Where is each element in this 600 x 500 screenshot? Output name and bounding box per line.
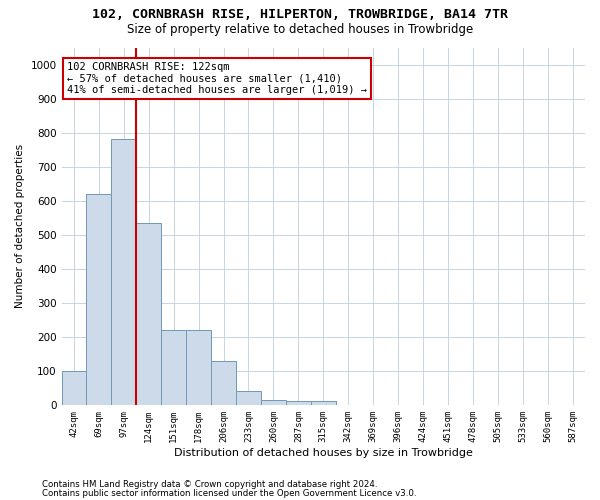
Bar <box>136 223 161 405</box>
Text: 102 CORNBRASH RISE: 122sqm
← 57% of detached houses are smaller (1,410)
41% of s: 102 CORNBRASH RISE: 122sqm ← 57% of deta… <box>67 62 367 95</box>
Bar <box>286 402 311 405</box>
Bar <box>261 400 286 405</box>
Bar <box>112 140 136 405</box>
Bar <box>62 371 86 405</box>
Text: 102, CORNBRASH RISE, HILPERTON, TROWBRIDGE, BA14 7TR: 102, CORNBRASH RISE, HILPERTON, TROWBRID… <box>92 8 508 20</box>
Bar <box>186 330 211 405</box>
Bar <box>236 391 261 405</box>
Text: Size of property relative to detached houses in Trowbridge: Size of property relative to detached ho… <box>127 22 473 36</box>
Bar <box>161 330 186 405</box>
X-axis label: Distribution of detached houses by size in Trowbridge: Distribution of detached houses by size … <box>174 448 473 458</box>
Text: Contains HM Land Registry data © Crown copyright and database right 2024.: Contains HM Land Registry data © Crown c… <box>42 480 377 489</box>
Bar <box>211 360 236 405</box>
Bar <box>86 194 112 405</box>
Y-axis label: Number of detached properties: Number of detached properties <box>15 144 25 308</box>
Bar <box>311 402 336 405</box>
Text: Contains public sector information licensed under the Open Government Licence v3: Contains public sector information licen… <box>42 488 416 498</box>
